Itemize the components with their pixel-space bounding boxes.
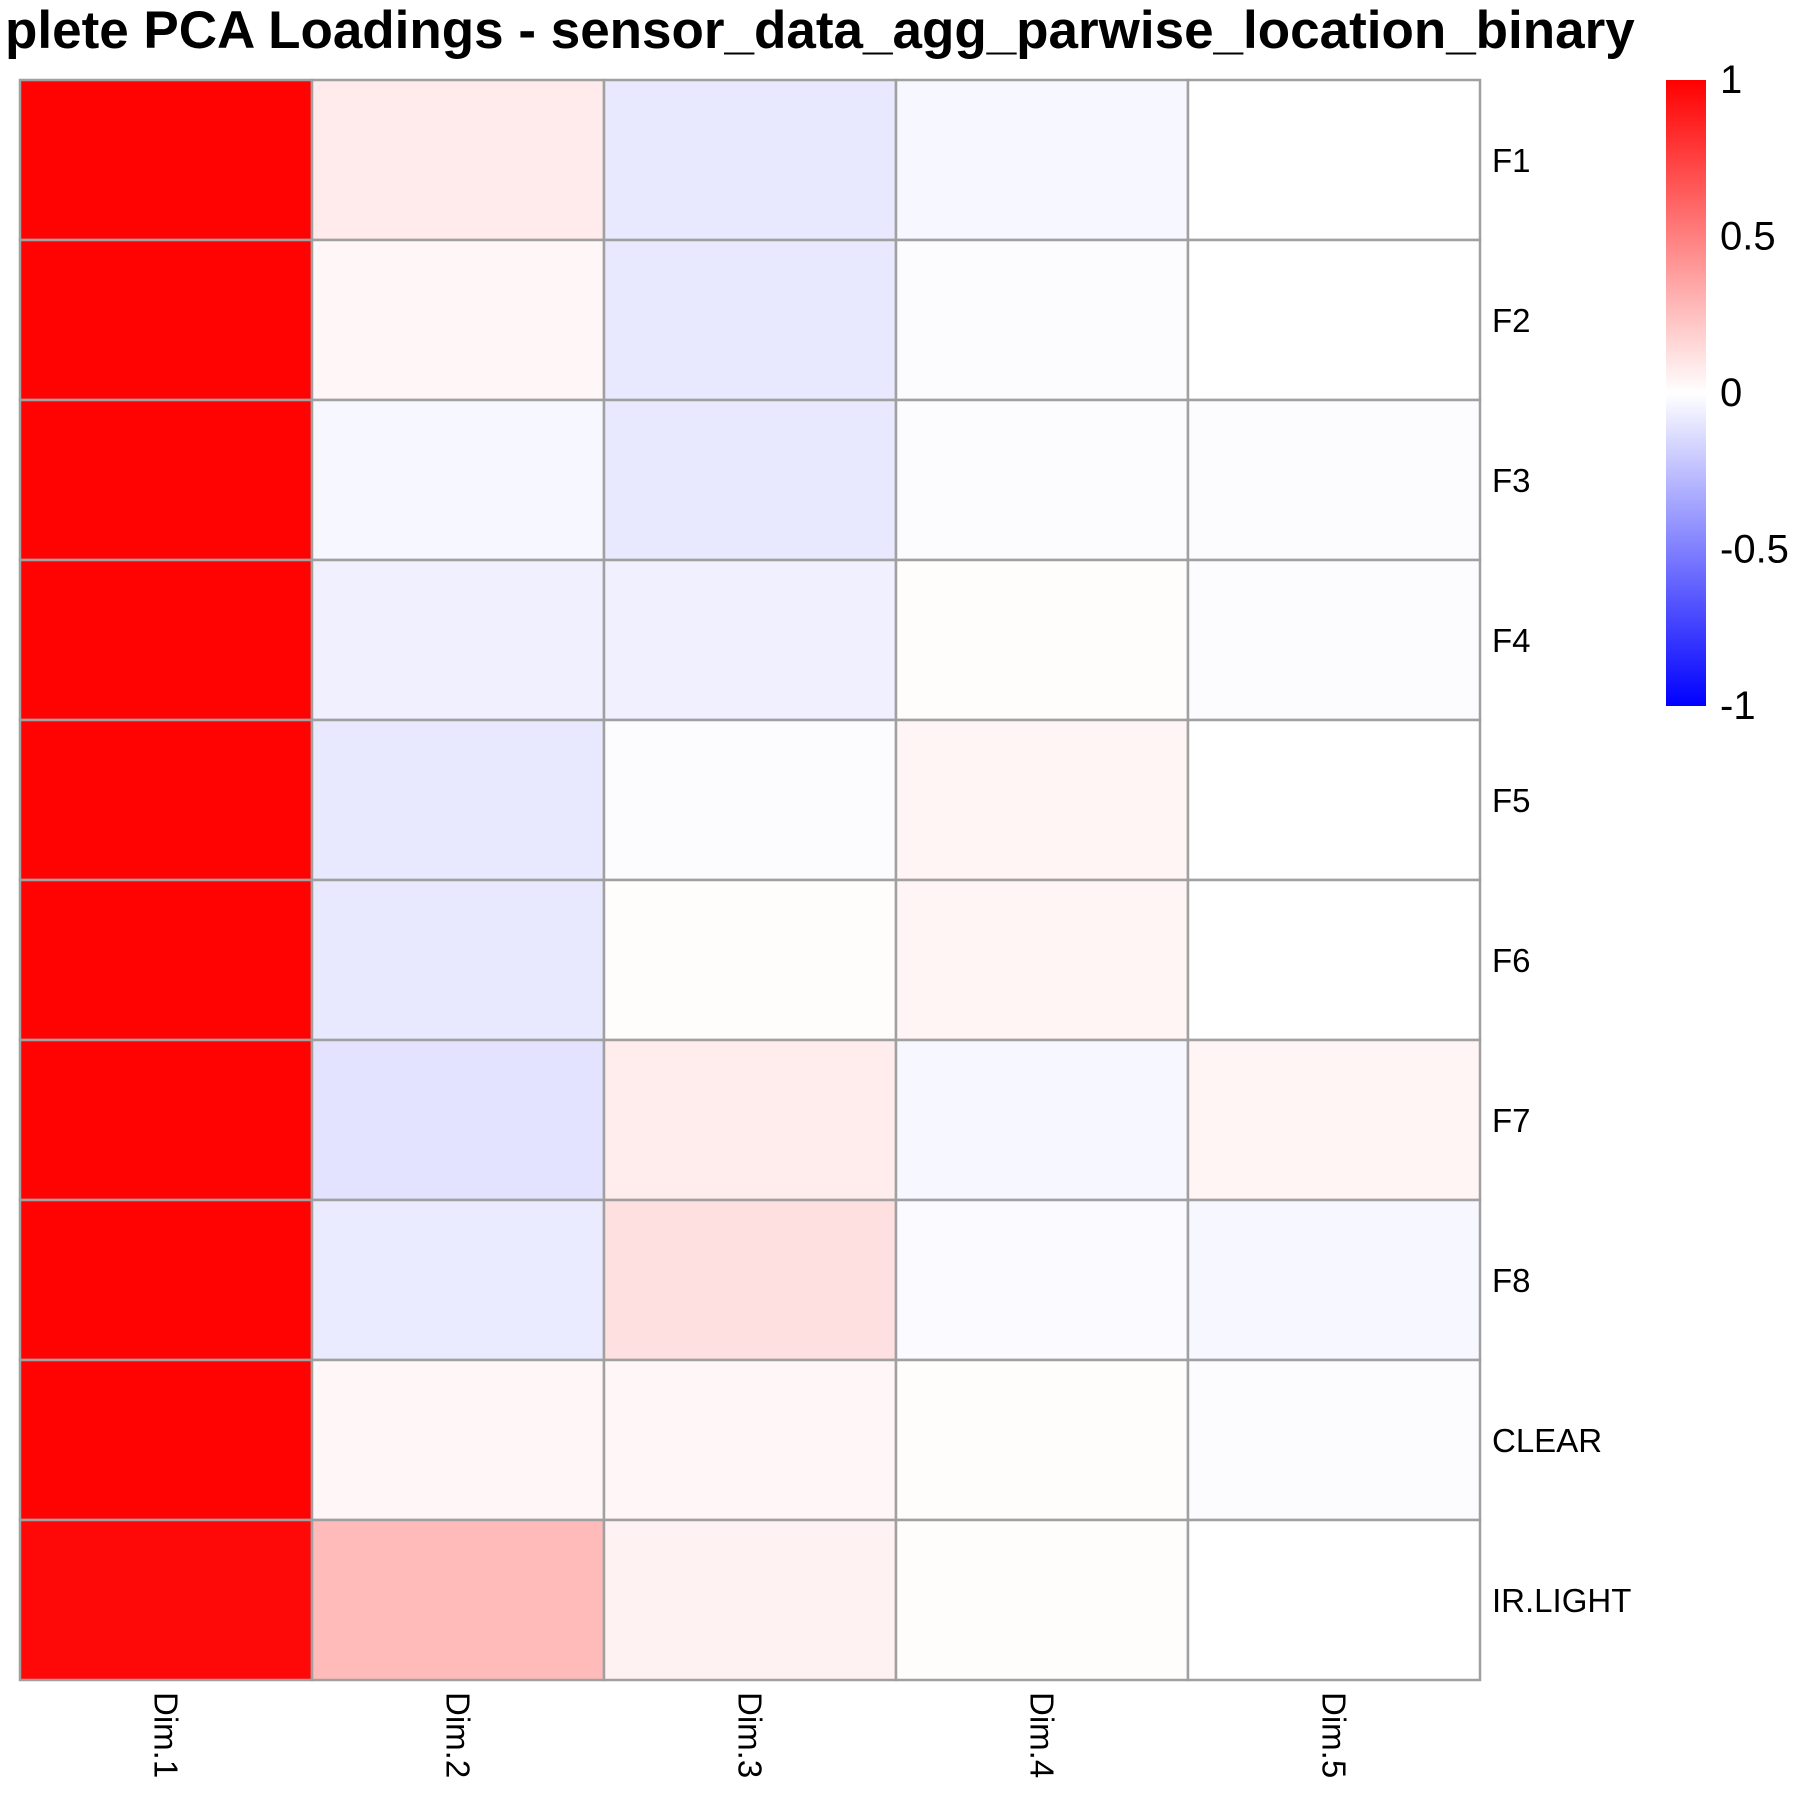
heatmap-cell-f5-dim-2 <box>310 718 606 882</box>
heatmap-cell-f7-dim-1 <box>18 1038 314 1202</box>
row-label: F5 <box>1492 782 1531 819</box>
heatmap-cell-f3-dim-1 <box>18 398 314 562</box>
heatmap-cell-f6-dim-2 <box>310 878 606 1042</box>
heatmap-cell-clear-dim-4 <box>894 1358 1190 1522</box>
heatmap-cell-f5-dim-1 <box>18 718 314 882</box>
heatmap-cell-f8-dim-4 <box>894 1198 1190 1362</box>
color-legend: 1 0.5 0 -0.5 -1 <box>1666 58 1789 728</box>
heatmap-cell-f2-dim-1 <box>18 238 314 402</box>
heatmap-cell-f4-dim-4 <box>894 558 1190 722</box>
heatmap-cell-f7-dim-3 <box>602 1038 898 1202</box>
heatmap-cell-f3-dim-4 <box>894 398 1190 562</box>
heatmap-cell-f7-dim-2 <box>310 1038 606 1202</box>
row-label: F4 <box>1492 622 1531 659</box>
legend-tick-label: -0.5 <box>1720 528 1789 572</box>
row-label: CLEAR <box>1492 1422 1602 1459</box>
column-label: Dim.4 <box>1024 1692 1061 1778</box>
row-label: IR.LIGHT <box>1492 1582 1631 1619</box>
heatmap-cell-f1-dim-2 <box>310 78 606 242</box>
heatmap-cell-ir-light-dim-3 <box>602 1518 898 1682</box>
column-label: Dim.1 <box>148 1692 185 1778</box>
column-labels: Dim.1 Dim.2 Dim.3 Dim.4 Dim.5 <box>148 1692 1353 1778</box>
heatmap-cell-ir-light-dim-2 <box>310 1518 606 1682</box>
legend-tick-label: 0 <box>1720 371 1742 415</box>
heatmap-cell-f2-dim-2 <box>310 238 606 402</box>
heatmap-cell-f7-dim-4 <box>894 1038 1190 1202</box>
heatmap-cell-f5-dim-3 <box>602 718 898 882</box>
heatmap-cell-f5-dim-4 <box>894 718 1190 882</box>
heatmap-cell-clear-dim-2 <box>310 1358 606 1522</box>
legend-ticks: 1 0.5 0 -0.5 -1 <box>1720 58 1789 728</box>
legend-tick-label: -1 <box>1720 684 1756 728</box>
row-label: F1 <box>1492 142 1531 179</box>
heatmap-cell-f6-dim-3 <box>602 878 898 1042</box>
heatmap-cell-f1-dim-4 <box>894 78 1190 242</box>
row-label: F8 <box>1492 1262 1531 1299</box>
heatmap-cell-f5-dim-5 <box>1186 718 1482 882</box>
heatmap-cell-clear-dim-1 <box>18 1358 314 1522</box>
heatmap-cell-f6-dim-4 <box>894 878 1190 1042</box>
heatmap-cell-f4-dim-3 <box>602 558 898 722</box>
heatmap-cell-f8-dim-1 <box>18 1198 314 1362</box>
heatmap-cell-clear-dim-3 <box>602 1358 898 1522</box>
heatmap-cell-ir-light-dim-4 <box>894 1518 1190 1682</box>
heatmap-cell-f6-dim-5 <box>1186 878 1482 1042</box>
column-label: Dim.2 <box>440 1692 477 1778</box>
heatmap-cell-ir-light-dim-5 <box>1186 1518 1482 1682</box>
heatmap-cell-f1-dim-1 <box>18 78 314 242</box>
heatmap-cell-f3-dim-2 <box>310 398 606 562</box>
heatmap-cell-f2-dim-5 <box>1186 238 1482 402</box>
heatmap-cell-ir-light-dim-1 <box>18 1518 314 1682</box>
legend-tick-label: 0.5 <box>1720 215 1776 259</box>
row-label: F6 <box>1492 942 1531 979</box>
heatmap-cell-f1-dim-3 <box>602 78 898 242</box>
heatmap-cell-f8-dim-2 <box>310 1198 606 1362</box>
column-label: Dim.3 <box>732 1692 769 1778</box>
heatmap-cell-f2-dim-4 <box>894 238 1190 402</box>
heatmap-cell-f4-dim-2 <box>310 558 606 722</box>
heatmap-cell-f3-dim-5 <box>1186 398 1482 562</box>
heatmap-cell-f3-dim-3 <box>602 398 898 562</box>
row-labels: F1 F2 F3 F4 F5 F6 F7 F8 CLEAR IR.LIGHT <box>1492 142 1631 1619</box>
heatmap-cell-f8-dim-5 <box>1186 1198 1482 1362</box>
heatmap-cell-f1-dim-5 <box>1186 78 1482 242</box>
row-label: F7 <box>1492 1102 1531 1139</box>
heatmap-cell-f2-dim-3 <box>602 238 898 402</box>
heatmap-cell-f7-dim-5 <box>1186 1038 1482 1202</box>
heatmap-cell-f6-dim-1 <box>18 878 314 1042</box>
heatmap-cell-clear-dim-5 <box>1186 1358 1482 1522</box>
heatmap-cell-f4-dim-5 <box>1186 558 1482 722</box>
row-label: F3 <box>1492 462 1531 499</box>
heatmap-cells <box>18 78 1482 1682</box>
column-label: Dim.5 <box>1316 1692 1353 1778</box>
row-label: F2 <box>1492 302 1531 339</box>
heatmap-cell-f4-dim-1 <box>18 558 314 722</box>
legend-tick-label: 1 <box>1720 58 1742 102</box>
heatmap-cell-f8-dim-3 <box>602 1198 898 1362</box>
legend-color-bar <box>1666 80 1706 706</box>
chart-title: plete PCA Loadings - sensor_data_agg_par… <box>5 1 1635 60</box>
